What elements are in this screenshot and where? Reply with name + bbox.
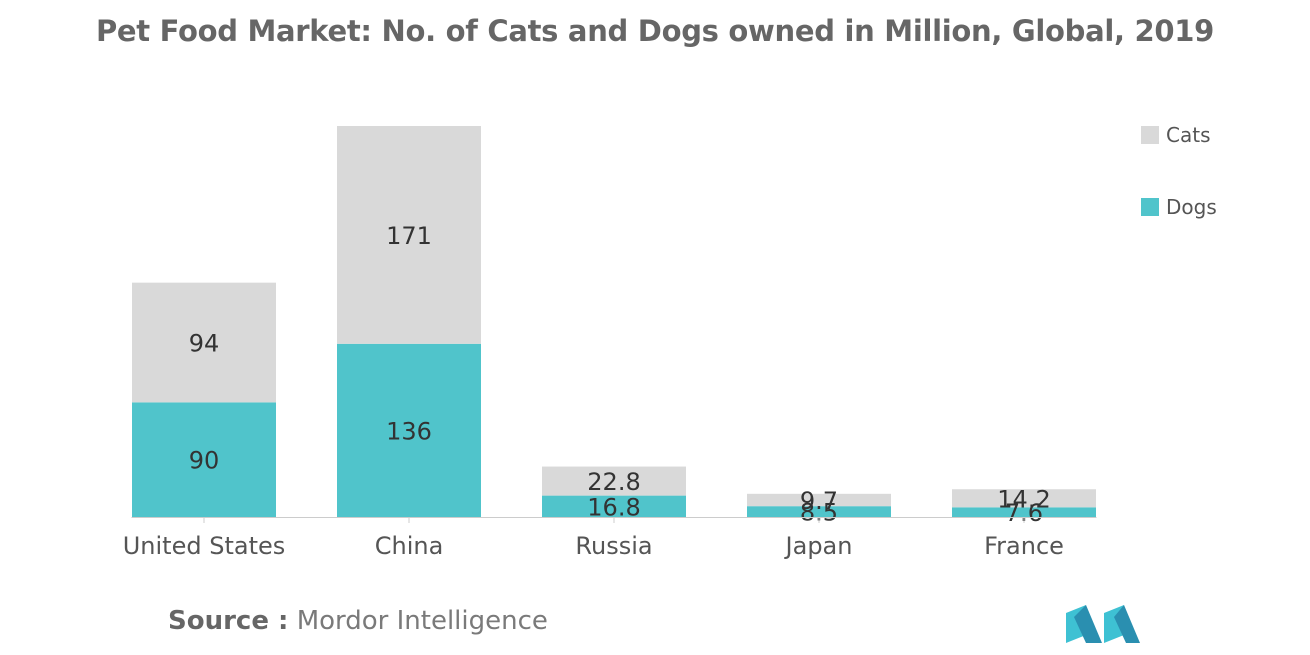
bars-layer [132, 126, 1096, 517]
data-label-cats-china: 171 [386, 222, 432, 250]
data-label-dogs-russia: 16.8 [587, 493, 640, 521]
data-label-cats-united-states: 94 [189, 330, 220, 358]
x-axis-ticks [203, 517, 1025, 523]
x-tick-label-russia: Russia [575, 532, 652, 560]
data-label-dogs-united-states: 90 [189, 447, 220, 475]
bar-cats-china [337, 126, 481, 344]
data-label-cats-russia: 22.8 [587, 468, 640, 496]
bar-dogs-japan [747, 506, 891, 517]
logo-shape-4 [1114, 605, 1140, 643]
bar-cats-france [952, 489, 1096, 508]
data-label-dogs-china: 136 [386, 417, 432, 445]
x-tick-label-united-states: United States [123, 532, 286, 560]
legend: Cats Dogs [1141, 123, 1217, 219]
legend-label-cats: Cats [1166, 123, 1210, 147]
x-axis-tick-labels: United States China Russia Japan France [123, 532, 1064, 560]
legend-swatch-dogs [1141, 198, 1159, 216]
legend-label-dogs: Dogs [1166, 195, 1217, 219]
source-label: Source : [168, 606, 289, 636]
bar-cats-russia [542, 466, 686, 496]
logo-shape-2 [1074, 605, 1102, 643]
source-text: Mordor Intelligence [296, 606, 548, 636]
x-tick-label-france: France [984, 532, 1064, 560]
bar-dogs-russia [542, 495, 686, 517]
bar-cats-japan [747, 493, 891, 507]
bar-cats-united-states [132, 282, 276, 403]
bar-dogs-united-states [132, 402, 276, 517]
x-tick-label-china: China [375, 532, 444, 560]
data-label-cats-japan: 9.7 [800, 487, 838, 515]
source-note: Source : Mordor Intelligence [168, 606, 548, 636]
bar-dogs-france [952, 507, 1096, 517]
bar-dogs-china [337, 343, 481, 517]
chart-title: Pet Food Market: No. of Cats and Dogs ow… [95, 14, 1215, 48]
x-tick-label-japan: Japan [784, 532, 853, 560]
mordor-intelligence-logo-icon [1066, 605, 1140, 643]
legend-swatch-cats [1141, 126, 1159, 144]
data-label-cats-france: 14.2 [997, 485, 1050, 513]
